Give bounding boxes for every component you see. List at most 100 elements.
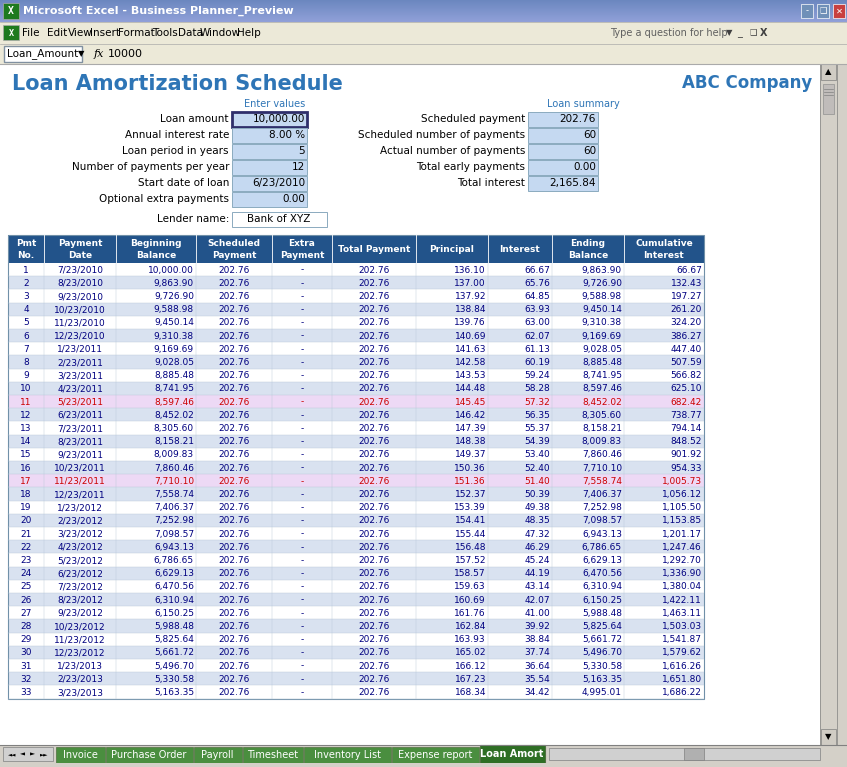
Text: Timesheet: Timesheet — [247, 750, 298, 760]
Text: Purchase Order: Purchase Order — [111, 750, 186, 760]
Text: Tools: Tools — [152, 28, 178, 38]
Bar — [823, 84, 834, 114]
Text: -: - — [301, 265, 303, 275]
Text: 6,786.65: 6,786.65 — [154, 556, 194, 565]
Bar — [549, 748, 820, 760]
Text: _: _ — [737, 28, 742, 38]
Text: 54.39: 54.39 — [524, 437, 550, 446]
Text: 6: 6 — [23, 331, 29, 341]
Text: 5,988.48: 5,988.48 — [582, 609, 622, 617]
Bar — [8, 289, 704, 303]
Bar — [243, 747, 302, 763]
Text: 5,163.35: 5,163.35 — [154, 688, 194, 697]
Text: 11/23/2010: 11/23/2010 — [54, 318, 106, 328]
Text: 137.00: 137.00 — [454, 278, 486, 288]
Text: 202.76: 202.76 — [219, 675, 250, 684]
Text: 9,028.05: 9,028.05 — [154, 358, 194, 367]
Bar — [8, 633, 704, 646]
Bar — [8, 580, 704, 593]
Text: 4/23/2011: 4/23/2011 — [57, 384, 103, 393]
Text: 9,726.90: 9,726.90 — [582, 278, 622, 288]
Text: 1,463.11: 1,463.11 — [662, 609, 702, 617]
Bar — [0, 19, 847, 20]
Bar — [232, 192, 307, 207]
Text: 202.76: 202.76 — [358, 569, 390, 578]
Bar — [801, 4, 813, 18]
Text: -: - — [301, 556, 303, 565]
Text: -: - — [301, 675, 303, 684]
Text: Lender name:: Lender name: — [157, 214, 229, 224]
Text: 161.76: 161.76 — [454, 609, 486, 617]
Text: Bank of XYZ: Bank of XYZ — [247, 214, 311, 224]
Text: 954.33: 954.33 — [671, 463, 702, 472]
Text: Loan summary: Loan summary — [547, 99, 620, 109]
Text: 132.43: 132.43 — [671, 278, 702, 288]
Text: 8,741.95: 8,741.95 — [154, 384, 194, 393]
Text: 9,169.69: 9,169.69 — [582, 331, 622, 341]
Bar — [303, 747, 390, 763]
Text: Cumulative: Cumulative — [635, 239, 693, 249]
Text: 1,503.03: 1,503.03 — [662, 622, 702, 631]
Text: 1,380.04: 1,380.04 — [662, 582, 702, 591]
Text: 386.27: 386.27 — [671, 331, 702, 341]
Text: Help: Help — [237, 28, 261, 38]
Text: 7,098.57: 7,098.57 — [582, 516, 622, 525]
Text: 143.53: 143.53 — [455, 371, 486, 380]
Text: 8,597.46: 8,597.46 — [582, 384, 622, 393]
Text: Format: Format — [118, 28, 155, 38]
Text: 197.27: 197.27 — [671, 292, 702, 301]
Text: Number of payments per year: Number of payments per year — [71, 162, 229, 172]
Text: 625.10: 625.10 — [671, 384, 702, 393]
Text: 202.76: 202.76 — [358, 384, 390, 393]
Text: 3: 3 — [23, 292, 29, 301]
Text: -: - — [301, 688, 303, 697]
Text: 202.76: 202.76 — [358, 503, 390, 512]
Bar — [8, 263, 704, 276]
Text: 202.76: 202.76 — [358, 596, 390, 604]
Text: -: - — [301, 331, 303, 341]
Text: 9/23/2011: 9/23/2011 — [57, 450, 103, 459]
Text: Ending: Ending — [571, 239, 606, 249]
Bar — [0, 14, 847, 15]
Text: -: - — [301, 635, 303, 644]
Text: -: - — [805, 6, 809, 15]
Bar — [0, 17, 847, 18]
Text: 10,000.00: 10,000.00 — [148, 265, 194, 275]
Text: 202.76: 202.76 — [219, 463, 250, 472]
Bar — [8, 235, 704, 263]
Bar — [0, 12, 847, 13]
Bar — [8, 382, 704, 395]
Bar — [8, 620, 704, 633]
Bar — [0, 1, 847, 2]
Text: 166.12: 166.12 — [455, 662, 486, 670]
Text: Beginning: Beginning — [130, 239, 182, 249]
Text: 59.24: 59.24 — [524, 371, 550, 380]
Text: 158.57: 158.57 — [454, 569, 486, 578]
Text: 447.40: 447.40 — [671, 345, 702, 354]
Bar — [106, 747, 192, 763]
Text: 61.13: 61.13 — [524, 345, 550, 354]
Text: 8,158.21: 8,158.21 — [582, 424, 622, 433]
Bar — [0, 4, 847, 5]
Text: X: X — [8, 6, 14, 16]
Text: 1,616.26: 1,616.26 — [662, 662, 702, 670]
Text: 10,000.00: 10,000.00 — [252, 114, 305, 124]
Text: -: - — [301, 345, 303, 354]
Text: 8: 8 — [23, 358, 29, 367]
Text: 167.23: 167.23 — [455, 675, 486, 684]
Text: ▼: ▼ — [825, 732, 831, 742]
Text: 31: 31 — [20, 662, 31, 670]
Text: 28: 28 — [20, 622, 31, 631]
Text: 26: 26 — [20, 596, 31, 604]
Text: -: - — [301, 543, 303, 551]
Text: -: - — [301, 437, 303, 446]
Text: ►►: ►► — [40, 751, 48, 757]
Text: 47.32: 47.32 — [524, 529, 550, 538]
Text: 7,558.74: 7,558.74 — [154, 490, 194, 499]
Text: 202.76: 202.76 — [219, 358, 250, 367]
Text: 7,860.46: 7,860.46 — [154, 463, 194, 472]
Text: View: View — [68, 28, 93, 38]
Text: 153.39: 153.39 — [454, 503, 486, 512]
Text: Loan amount: Loan amount — [160, 114, 229, 124]
Bar — [528, 176, 598, 191]
